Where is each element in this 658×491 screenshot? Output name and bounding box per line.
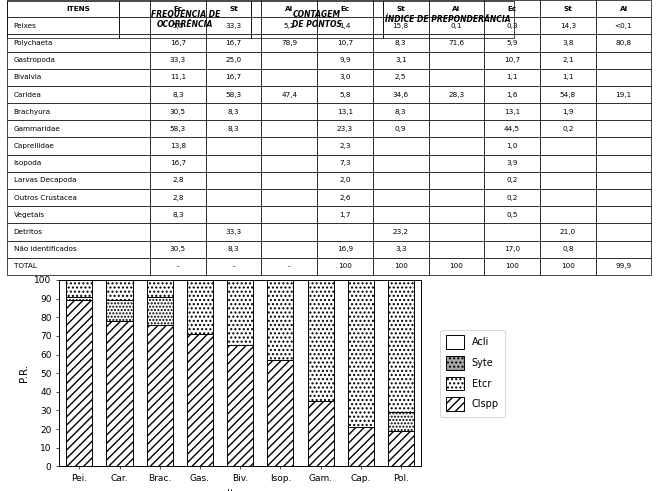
- Bar: [107, 300, 133, 321]
- X-axis label: Itens: Itens: [228, 489, 253, 491]
- Bar: [251, 1, 382, 38]
- Bar: [388, 412, 414, 431]
- Bar: [267, 280, 293, 360]
- Bar: [347, 427, 374, 466]
- Bar: [347, 280, 374, 427]
- Bar: [267, 360, 293, 466]
- Text: ÍNDICE DE PREPONDERÂNCIA: ÍNDICE DE PREPONDERÂNCIA: [386, 15, 511, 24]
- Bar: [307, 401, 334, 466]
- Bar: [7, 1, 119, 38]
- Y-axis label: P.R.: P.R.: [19, 364, 29, 382]
- Bar: [388, 280, 414, 412]
- Bar: [227, 345, 253, 466]
- Bar: [107, 321, 133, 466]
- Bar: [187, 280, 213, 334]
- Bar: [66, 300, 92, 466]
- Bar: [187, 334, 213, 466]
- Bar: [107, 280, 133, 300]
- Bar: [66, 280, 92, 297]
- Bar: [147, 297, 173, 325]
- Bar: [66, 297, 92, 300]
- Bar: [119, 1, 251, 38]
- Bar: [388, 431, 414, 466]
- Text: CONTAGEM
DE PONTOS: CONTAGEM DE PONTOS: [291, 10, 342, 29]
- Legend: Acli, Syte, Etcr, Clspp: Acli, Syte, Etcr, Clspp: [440, 329, 505, 417]
- Bar: [147, 280, 173, 297]
- Text: FREQUÊNCIA DE
OCORRÊNCIA: FREQUÊNCIA DE OCORRÊNCIA: [151, 10, 220, 29]
- Bar: [227, 280, 253, 345]
- Bar: [147, 325, 173, 466]
- Bar: [307, 280, 334, 401]
- Bar: [382, 1, 514, 38]
